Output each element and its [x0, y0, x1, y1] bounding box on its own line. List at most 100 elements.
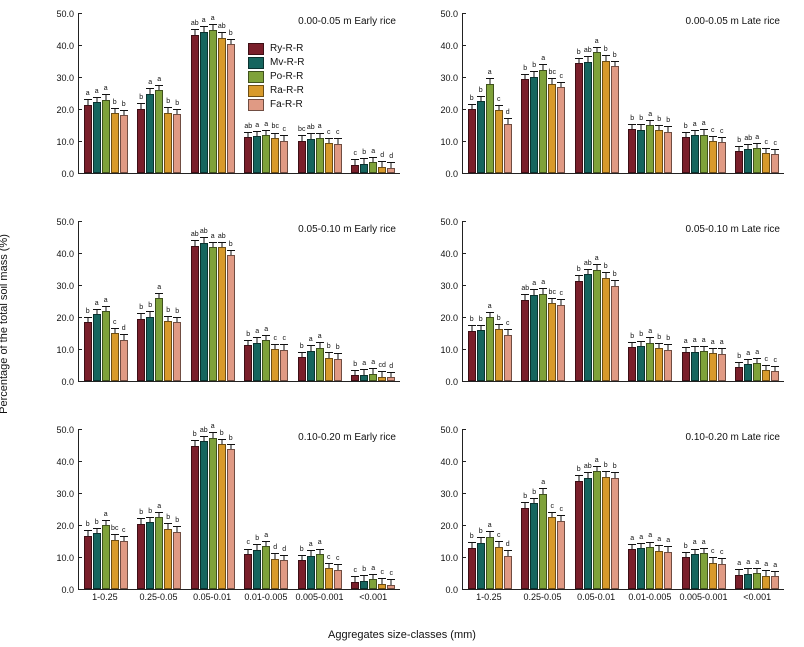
legend-label: Ra-R-R [270, 84, 304, 98]
plot-area: baacdbbabbababaabbbaaccbaabbbaacdd [78, 222, 400, 382]
bar [709, 353, 717, 381]
bar [173, 114, 181, 173]
significance-label: b [166, 307, 170, 314]
bar [298, 141, 306, 173]
bar [334, 144, 342, 173]
legend-swatch [248, 57, 264, 69]
significance-label: d [282, 546, 286, 553]
panel-label: 0.05-0.10 m Late rice [686, 224, 781, 235]
bar [486, 537, 494, 589]
bar [735, 151, 743, 173]
y-tick-label: 40.0 [440, 249, 458, 259]
significance-label: b [613, 52, 617, 59]
bar [155, 517, 163, 589]
legend-swatch [248, 71, 264, 83]
bar [682, 137, 690, 173]
bar [280, 141, 288, 173]
significance-label: c [497, 532, 501, 539]
significance-label: a [648, 532, 652, 539]
significance-label: b [470, 533, 474, 540]
bar [700, 553, 708, 589]
bar [637, 548, 645, 589]
significance-label: b [577, 49, 581, 56]
bar [173, 322, 181, 381]
panel-label: 0.00-0.05 m Early rice [298, 16, 396, 27]
y-axis-title: Percentage of the total soil mass (%) [0, 234, 10, 414]
bar [575, 281, 583, 381]
significance-label: a [702, 539, 706, 546]
significance-label: d [380, 152, 384, 159]
significance-label: a [95, 300, 99, 307]
significance-label: b [175, 100, 179, 107]
significance-label: a [371, 359, 375, 366]
bar [280, 350, 288, 381]
bar [378, 167, 386, 173]
significance-label: b [336, 344, 340, 351]
y-tick-label: 30.0 [56, 73, 74, 83]
bar [504, 556, 512, 589]
significance-label: a [764, 561, 768, 568]
bar [691, 135, 699, 173]
significance-label: b [470, 316, 474, 323]
bar [271, 138, 279, 173]
y-tick-label: 20.0 [56, 521, 74, 531]
bar [557, 521, 565, 589]
significance-label: b [630, 333, 634, 340]
bar [539, 70, 547, 173]
significance-label: b [229, 241, 233, 248]
significance-label: c [354, 567, 358, 574]
bar [602, 278, 610, 381]
bar [84, 105, 92, 173]
y-tick-label: 0.0 [61, 169, 74, 179]
y-tick-label: 20.0 [440, 105, 458, 115]
bar [360, 581, 368, 589]
x-category-label: 0.05-0.01 [569, 592, 623, 608]
bar [655, 348, 663, 381]
bar [93, 102, 101, 173]
plot-area: aaabbbaabbabaaabbabaabccbcabacccbadd [78, 14, 400, 174]
significance-label: b [166, 98, 170, 105]
significance-label: a [693, 539, 697, 546]
significance-label: b [300, 343, 304, 350]
bar [351, 582, 359, 589]
significance-label: a [737, 560, 741, 567]
bar [602, 61, 610, 173]
bar [700, 135, 708, 173]
significance-label: a [202, 17, 206, 24]
significance-label: a [157, 284, 161, 291]
bar [504, 124, 512, 173]
significance-label: d [273, 544, 277, 551]
significance-label: b [684, 543, 688, 550]
significance-label: b [684, 123, 688, 130]
bar [191, 446, 199, 589]
significance-label: c [354, 150, 358, 157]
y-tick-label: 50.0 [440, 425, 458, 435]
x-category-label: 1-0.25 [462, 592, 516, 608]
x-category-label: 0.25-0.05 [516, 592, 570, 608]
bar [155, 298, 163, 381]
significance-label: c [560, 506, 564, 513]
significance-label: b [532, 489, 536, 496]
bar [218, 444, 226, 589]
significance-label: a [318, 123, 322, 130]
bar [709, 141, 717, 173]
significance-label: c [560, 73, 564, 80]
significance-label: b [657, 334, 661, 341]
y-tick-label: 50.0 [440, 9, 458, 19]
bar [655, 130, 663, 173]
bar [762, 370, 770, 381]
significance-label: b [604, 462, 608, 469]
significance-label: a [702, 120, 706, 127]
y-tick-label: 40.0 [56, 457, 74, 467]
bar [84, 322, 92, 381]
bar [137, 109, 145, 173]
significance-label: c [711, 548, 715, 555]
significance-label: bc [549, 289, 556, 296]
significance-label: a [318, 333, 322, 340]
bar [744, 574, 752, 589]
bar [209, 247, 217, 381]
bar [646, 125, 654, 173]
significance-label: a [104, 297, 108, 304]
bar [316, 348, 324, 381]
y-tick-label: 0.0 [61, 377, 74, 387]
